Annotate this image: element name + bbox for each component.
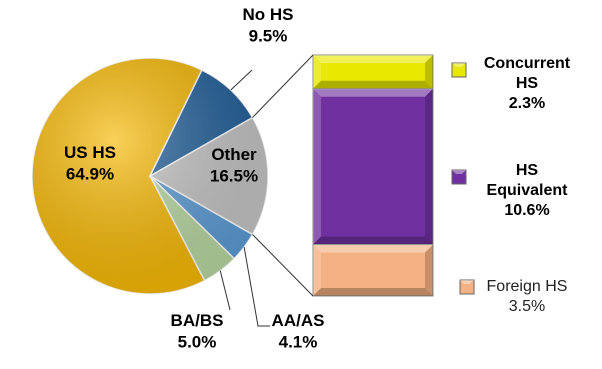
legend-item-foreign: Foreign HS 3.5% [459,278,568,315]
leader-aa-as [243,247,270,327]
leader-no-hs [230,69,253,91]
legend-text-foreign: Foreign HS 3.5% [487,278,568,315]
label-us-hs: US HS 64.9% [64,143,116,183]
legend-swatch-concurrent [451,62,467,78]
label-ba-bs: BA/BS 5.0% [171,311,224,351]
leader-ba-bs [219,270,231,311]
legend-item-equivalent: HS Equivalent 10.6% [451,162,569,219]
bar-segment-foreign [312,244,434,297]
legend-item-concurrent: Concurrent HS 2.3% [451,55,571,112]
breakdown-bar [312,54,434,297]
legend-swatch-equivalent [451,169,467,185]
connectors [252,54,314,297]
legend: Concurrent HS 2.3% HS Equivalent 10.6% Foreign… [451,55,571,315]
connector-top [252,54,314,118]
legend-text-concurrent: Concurrent HS 2.3% [484,55,571,112]
legend-text-equivalent: HS Equivalent 10.6% [487,162,569,219]
connector-bottom [252,234,314,297]
bar-segment-concurrent [312,54,434,90]
bar-segment-equivalent [312,88,434,246]
label-other: Other 16.5% [210,145,258,185]
label-no-hs: No HS 9.5% [243,5,294,45]
legend-swatch-foreign [459,279,475,295]
label-aa-as: AA/AS 4.1% [272,311,325,351]
labels: US HS 64.9% Other 16.5% No HS 9.5% BA/BS 5.0% AA… [64,5,324,351]
